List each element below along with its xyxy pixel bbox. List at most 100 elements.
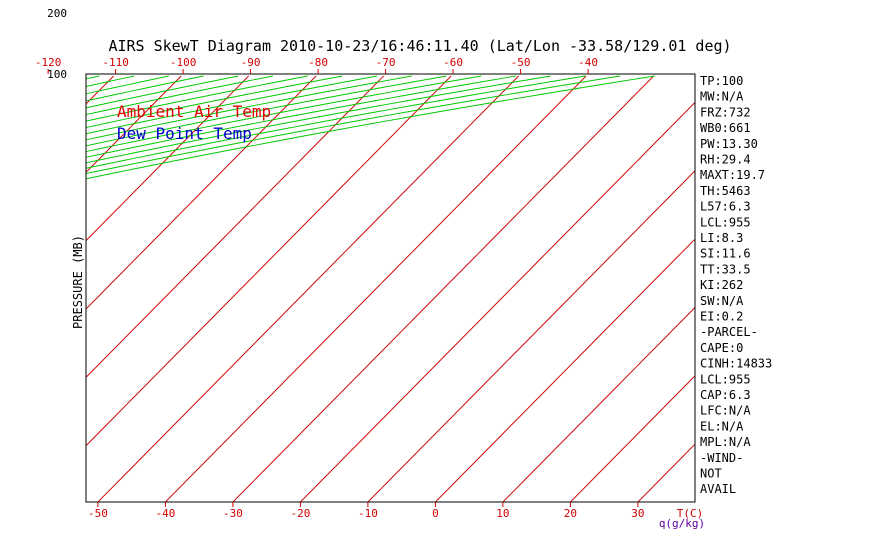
- index-item: MAXT:19.7: [700, 168, 765, 182]
- dry-adiabat-line: [86, 75, 621, 175]
- isotherm-line: [86, 75, 182, 173]
- bottom-temp-tick-label: -20: [290, 507, 310, 520]
- top-temp-tick-label: -120: [35, 56, 62, 69]
- moist-adiabat-line: [200, 0, 870, 69]
- mixing-ratio-line: [756, 0, 870, 74]
- bottom-temp-axis-label: T(C): [677, 507, 704, 520]
- mixing-ratio-line: [798, 0, 870, 74]
- mixing-ratio-line: [832, 0, 870, 74]
- isotherm-line: [367, 170, 695, 502]
- index-item: EI:0.2: [700, 310, 743, 324]
- top-temp-tick-label: -90: [241, 56, 261, 69]
- mixing-ratio-line: [724, 0, 870, 74]
- bottom-temp-tick-label: 0: [432, 507, 439, 520]
- index-item: SW:N/A: [700, 294, 744, 308]
- dry-adiabat-line: [86, 75, 655, 180]
- isotherm-line: [86, 75, 384, 378]
- moist-adiabat-line: [0, 0, 870, 69]
- isotherm-line: [165, 75, 587, 502]
- chart-title: AIRS SkewT Diagram 2010-10-23/16:46:11.4…: [108, 37, 731, 55]
- bottom-temp-tick-label: -30: [223, 507, 243, 520]
- index-item: KI:262: [700, 278, 743, 292]
- index-item: NOT: [700, 467, 722, 481]
- mixing-ratio-line: [857, 0, 870, 74]
- top-temp-tick-label: -40: [578, 56, 598, 69]
- index-item: WB0:661: [700, 121, 751, 135]
- mixing-ratio-axis-label: q(g/kg): [659, 517, 705, 530]
- mixing-ratio-line: [817, 0, 870, 74]
- moist-adiabat-line: [0, 0, 870, 69]
- isotherm-line: [0, 76, 46, 502]
- pressure-tick-label: 200: [47, 7, 67, 20]
- top-temp-tick-label: -60: [443, 56, 463, 69]
- pressure-tick-label: 100: [47, 68, 67, 81]
- index-item: EL:N/A: [700, 419, 744, 433]
- index-item: PW:13.30: [700, 137, 758, 151]
- index-item: MPL:N/A: [700, 435, 751, 449]
- moist-adiabat-line: [0, 0, 870, 69]
- legend: Ambient Air Temp Dew Point Temp: [117, 102, 271, 143]
- index-item: LCL:955: [700, 215, 751, 229]
- bottom-temp-tick-label: -40: [155, 507, 175, 520]
- moist-adiabat-line: [660, 0, 870, 69]
- moist-adiabat-line: [0, 0, 870, 69]
- isotherm-line: [300, 101, 695, 502]
- moist-adiabat-line: [429, 0, 870, 69]
- isotherm-line: [86, 75, 249, 242]
- dry-adiabat-line: [86, 75, 586, 169]
- index-item: -PARCEL-: [700, 325, 758, 339]
- moist-adiabat-line: [110, 0, 870, 69]
- dry-adiabat-line: [86, 75, 516, 158]
- bottom-temp-tick-label: 30: [631, 507, 644, 520]
- moist-adiabat-line: [0, 0, 870, 69]
- index-item: CAP:6.3: [700, 388, 751, 402]
- isotherm-line: [840, 76, 870, 502]
- index-item: -WIND-: [700, 451, 743, 465]
- bottom-temp-tick-label: 20: [564, 507, 577, 520]
- isotherm-line: [97, 75, 519, 502]
- dry-adiabat-line: [0, 76, 65, 502]
- grid-lines: [0, 0, 870, 502]
- index-item: LCL:955: [700, 372, 751, 386]
- index-item: TP:100: [700, 74, 743, 88]
- index-item: CINH:14833: [700, 357, 772, 371]
- isotherm-line: [232, 75, 654, 502]
- index-item: TH:5463: [700, 184, 751, 198]
- top-temp-tick-label: -110: [102, 56, 129, 69]
- index-item: LFC:N/A: [700, 404, 751, 418]
- index-item: AVAIL: [700, 482, 736, 496]
- dry-adiabat-line: [86, 75, 482, 153]
- top-temp-tick-label: -70: [376, 56, 396, 69]
- dry-adiabat-line: [0, 76, 30, 502]
- legend-dew-point-temp: Dew Point Temp: [117, 124, 252, 143]
- isotherm-line: [502, 306, 695, 502]
- index-item: L57:6.3: [700, 200, 751, 214]
- bottom-temp-tick-label: -10: [358, 507, 378, 520]
- top-temp-tick-label: -50: [511, 56, 531, 69]
- isotherm-line: [773, 76, 870, 502]
- moist-adiabat-line: [335, 0, 870, 69]
- index-item: CAPE:0: [700, 341, 743, 355]
- isotherm-line: [86, 75, 452, 447]
- top-temp-tick-label: -80: [308, 56, 328, 69]
- top-temp-tick-label: -100: [170, 56, 197, 69]
- bottom-temp-tick-label: -50: [88, 507, 108, 520]
- legend-ambient-air-temp: Ambient Air Temp: [117, 102, 271, 121]
- plot-frame: [85, 73, 696, 503]
- isotherm-line: [86, 75, 114, 105]
- isotherm-line: [435, 238, 695, 502]
- mixing-ratio-line: [741, 0, 870, 74]
- index-item: TT:33.5: [700, 262, 751, 276]
- index-item: FRZ:732: [700, 105, 751, 119]
- isotherm-line: [570, 375, 695, 502]
- index-item: SI:11.6: [700, 247, 751, 261]
- pressure-axis-label: PRESSURE (MB): [71, 235, 85, 329]
- mixing-ratio-line: [774, 0, 870, 74]
- moist-adiabat-line: [260, 0, 870, 69]
- index-item: MW:N/A: [700, 90, 744, 104]
- index-item: LI:8.3: [700, 231, 743, 245]
- bottom-temp-tick-label: 10: [496, 507, 509, 520]
- axes: 1002003004005006007008009001000-120-110-…: [35, 7, 705, 530]
